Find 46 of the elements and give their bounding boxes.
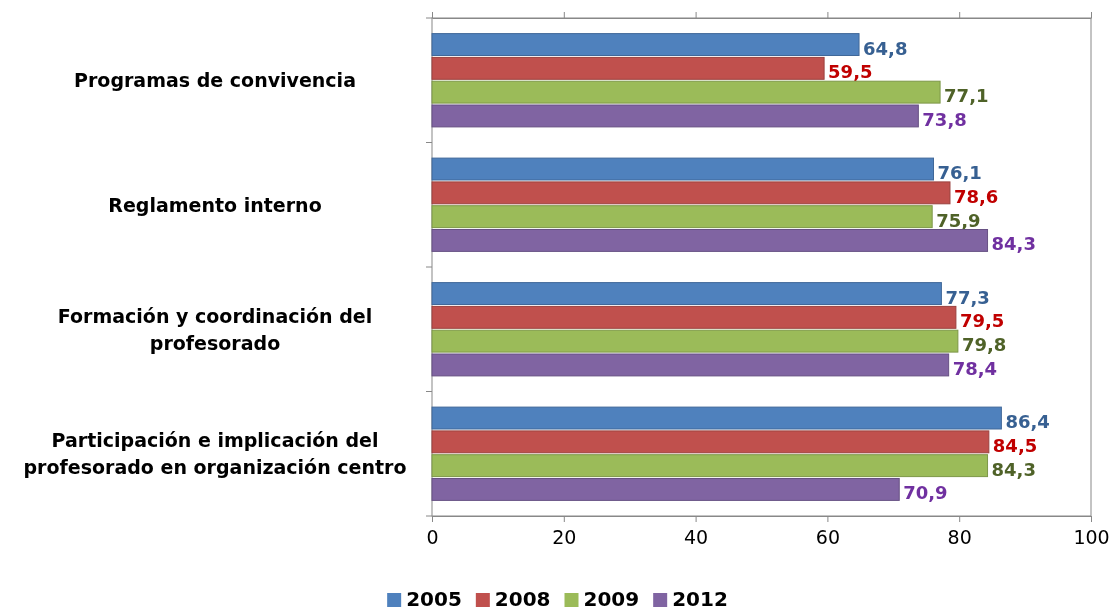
data-label: 77,3 [945,286,990,308]
data-label: 84,3 [991,233,1036,255]
data-label: 75,9 [936,209,981,231]
data-label: 84,5 [992,434,1038,456]
bar [431,56,825,80]
data-label: 86,4 [1005,411,1050,433]
data-label: 59,5 [828,61,873,83]
y-tick-label: Reglamento interno [108,193,322,216]
bar [431,33,860,56]
data-label: 64,8 [863,37,908,59]
data-label: 78,6 [953,185,999,207]
bar [431,80,941,104]
legend-label: 2005 [406,587,462,611]
bar [431,478,900,501]
data-label: 78,4 [952,357,998,379]
bar [431,329,959,353]
x-tick-label: 20 [552,525,577,548]
bar [431,229,989,252]
y-tick-label: Participación e implicación del profesorado en organización centro [23,429,407,479]
bar [431,406,1002,430]
bar [431,205,933,229]
data-label: 79,8 [961,334,1007,356]
data-label: 70,9 [903,482,948,504]
y-tick-label: Programas de convivencia [74,69,356,92]
bar [431,305,957,329]
x-tick-label: 40 [684,525,709,548]
bar [431,454,989,478]
data-label: 76,1 [937,162,982,184]
legend-label: 2008 [494,587,551,611]
legend-label: 2012 [672,587,728,611]
data-label: 73,8 [922,108,967,130]
legend-label: 2009 [583,587,640,611]
bar [431,430,990,454]
bar [431,181,951,205]
x-tick-label: 100 [1073,525,1110,548]
data-label: 84,3 [991,458,1036,480]
x-tick-label: 80 [947,525,972,548]
x-tick-label: 0 [426,525,439,548]
bar [431,353,950,377]
bar [431,282,942,305]
bar [431,157,934,181]
bar [431,104,919,128]
data-label: 77,1 [944,85,989,107]
y-tick-label: Formación y coordinación del profesorado [57,304,373,354]
x-tick-label: 60 [815,525,840,548]
data-label: 79,5 [959,310,1005,332]
